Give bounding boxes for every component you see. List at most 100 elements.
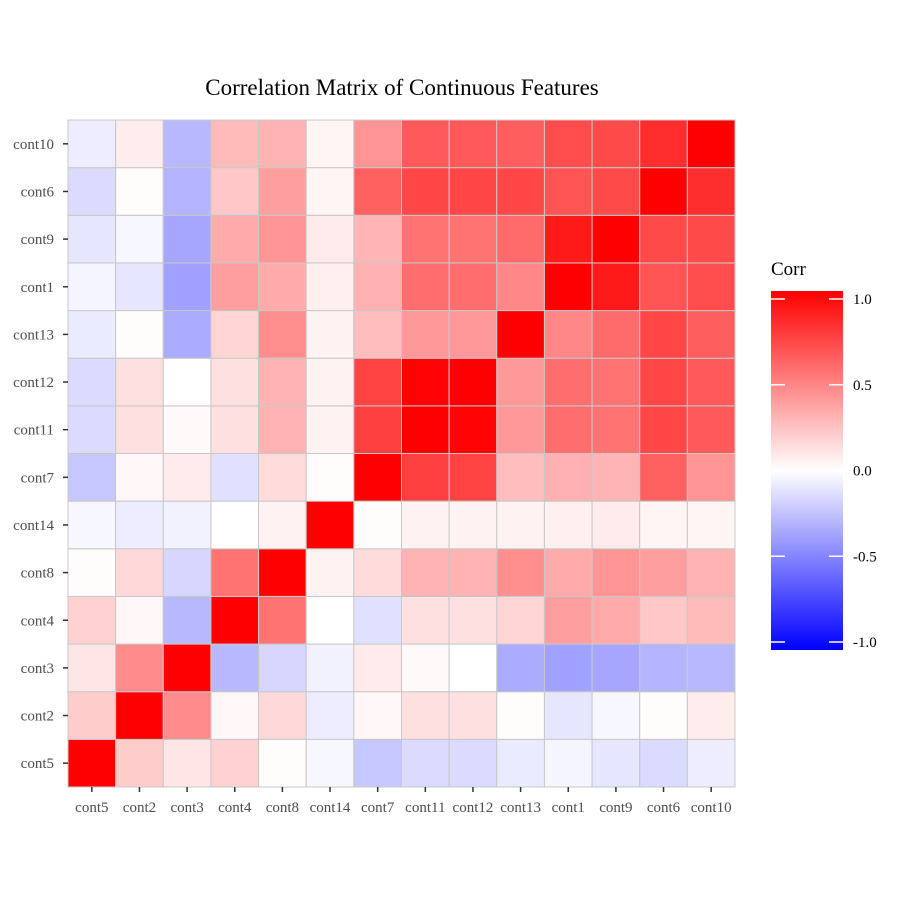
heatmap-cell bbox=[496, 453, 545, 502]
heatmap-cell bbox=[448, 453, 498, 502]
heatmap-cell bbox=[591, 548, 641, 597]
heatmap-cell bbox=[353, 738, 403, 788]
heatmap-cell bbox=[496, 357, 545, 407]
y-tick-label: cont10 bbox=[13, 137, 54, 153]
heatmap-cell bbox=[115, 310, 164, 359]
heatmap-cell bbox=[401, 167, 450, 216]
heatmap-cell bbox=[258, 357, 307, 407]
heatmap-cell bbox=[543, 595, 593, 645]
heatmap-cell bbox=[448, 167, 498, 216]
heatmap-cell bbox=[686, 167, 736, 216]
heatmap-cell bbox=[543, 738, 593, 788]
x-tick-label: cont12 bbox=[453, 800, 494, 816]
heatmap-cell bbox=[543, 548, 593, 597]
heatmap-cell bbox=[448, 738, 498, 788]
heatmap-cell bbox=[353, 310, 403, 359]
x-axis: cont5 cont2 cont3 cont4 cont8 cont14 cont7 cont… bbox=[75, 787, 732, 816]
heatmap-cell bbox=[353, 405, 403, 455]
heatmap-cell bbox=[686, 500, 736, 550]
heatmap-cell bbox=[401, 119, 450, 169]
x-tick-label: cont9 bbox=[599, 800, 632, 816]
heatmap-cell bbox=[639, 310, 688, 359]
heatmap-cell bbox=[305, 405, 355, 455]
x-tick-label: cont3 bbox=[170, 800, 203, 816]
heatmap-cell bbox=[686, 262, 736, 312]
heatmap-cell bbox=[258, 310, 307, 359]
heatmap-cell bbox=[210, 548, 260, 597]
heatmap-cell bbox=[305, 214, 355, 264]
heatmap-cell bbox=[591, 595, 641, 645]
heatmap-cell bbox=[67, 738, 117, 788]
heatmap-cell bbox=[258, 500, 307, 550]
heatmap-cell bbox=[639, 405, 688, 455]
heatmap-cell bbox=[305, 262, 355, 312]
heatmap-cell bbox=[686, 691, 736, 740]
heatmap-cell bbox=[591, 738, 641, 788]
heatmap-cell bbox=[305, 548, 355, 597]
heatmap-cell bbox=[496, 405, 545, 455]
heatmap-cell bbox=[591, 262, 641, 312]
heatmap-cell bbox=[67, 167, 117, 216]
x-tick-label: cont4 bbox=[218, 800, 252, 816]
heatmap-cell bbox=[448, 691, 498, 740]
heatmap-cell bbox=[401, 262, 450, 312]
heatmap-cell bbox=[210, 167, 260, 216]
heatmap-cell bbox=[305, 643, 355, 693]
heatmap-cell bbox=[543, 691, 593, 740]
heatmap-cell bbox=[401, 691, 450, 740]
heatmap-cell bbox=[67, 643, 117, 693]
heatmap-cell bbox=[591, 643, 641, 693]
heatmap-cell bbox=[258, 643, 307, 693]
heatmap-cell bbox=[67, 262, 117, 312]
heatmap-cell bbox=[115, 119, 164, 169]
heatmap-cell bbox=[448, 119, 498, 169]
heatmap-cell bbox=[639, 214, 688, 264]
heatmap-cell bbox=[258, 262, 307, 312]
heatmap-cell bbox=[115, 500, 164, 550]
heatmap-cell bbox=[353, 643, 403, 693]
x-tick-label: cont7 bbox=[361, 800, 395, 816]
heatmap-cell bbox=[401, 357, 450, 407]
heatmap-cell bbox=[639, 453, 688, 502]
x-tick-label: cont14 bbox=[310, 800, 351, 816]
heatmap-cell bbox=[686, 119, 736, 169]
heatmap-cell bbox=[353, 453, 403, 502]
heatmap-cell bbox=[115, 453, 164, 502]
heatmap-cell bbox=[67, 500, 117, 550]
heatmap-cell bbox=[448, 500, 498, 550]
heatmap-cell bbox=[162, 738, 212, 788]
heatmap-cell bbox=[305, 500, 355, 550]
y-tick-label: cont2 bbox=[21, 709, 54, 725]
heatmap-cell bbox=[67, 548, 117, 597]
heatmap-cell bbox=[639, 548, 688, 597]
heatmap-cell bbox=[115, 405, 164, 455]
heatmap-cell bbox=[115, 262, 164, 312]
heatmap-cell bbox=[210, 595, 260, 645]
heatmap-cell bbox=[258, 453, 307, 502]
heatmap-cell bbox=[258, 167, 307, 216]
heatmap-cell bbox=[448, 405, 498, 455]
heatmap-cell bbox=[258, 214, 307, 264]
heatmap-cell bbox=[401, 214, 450, 264]
heatmap-cell bbox=[448, 214, 498, 264]
heatmap-cell bbox=[496, 548, 545, 597]
heatmap-cell bbox=[162, 643, 212, 693]
heatmap-cell bbox=[210, 214, 260, 264]
heatmap-cell bbox=[401, 310, 450, 359]
heatmap-cell bbox=[591, 405, 641, 455]
heatmap-cell bbox=[162, 548, 212, 597]
heatmap-cell bbox=[686, 357, 736, 407]
heatmap-cell bbox=[210, 738, 260, 788]
legend-label: 0.5 bbox=[853, 378, 872, 394]
heatmap-cell bbox=[496, 691, 545, 740]
heatmap-cell bbox=[115, 214, 164, 264]
heatmap-cell bbox=[115, 167, 164, 216]
heatmap-cell bbox=[639, 167, 688, 216]
y-tick-label: cont12 bbox=[13, 375, 54, 391]
heatmap-cell bbox=[639, 500, 688, 550]
heatmap-cell bbox=[353, 214, 403, 264]
heatmap-cell bbox=[496, 643, 545, 693]
heatmap-cell bbox=[210, 691, 260, 740]
y-tick-label: cont13 bbox=[13, 327, 54, 343]
heatmap-cell bbox=[353, 262, 403, 312]
